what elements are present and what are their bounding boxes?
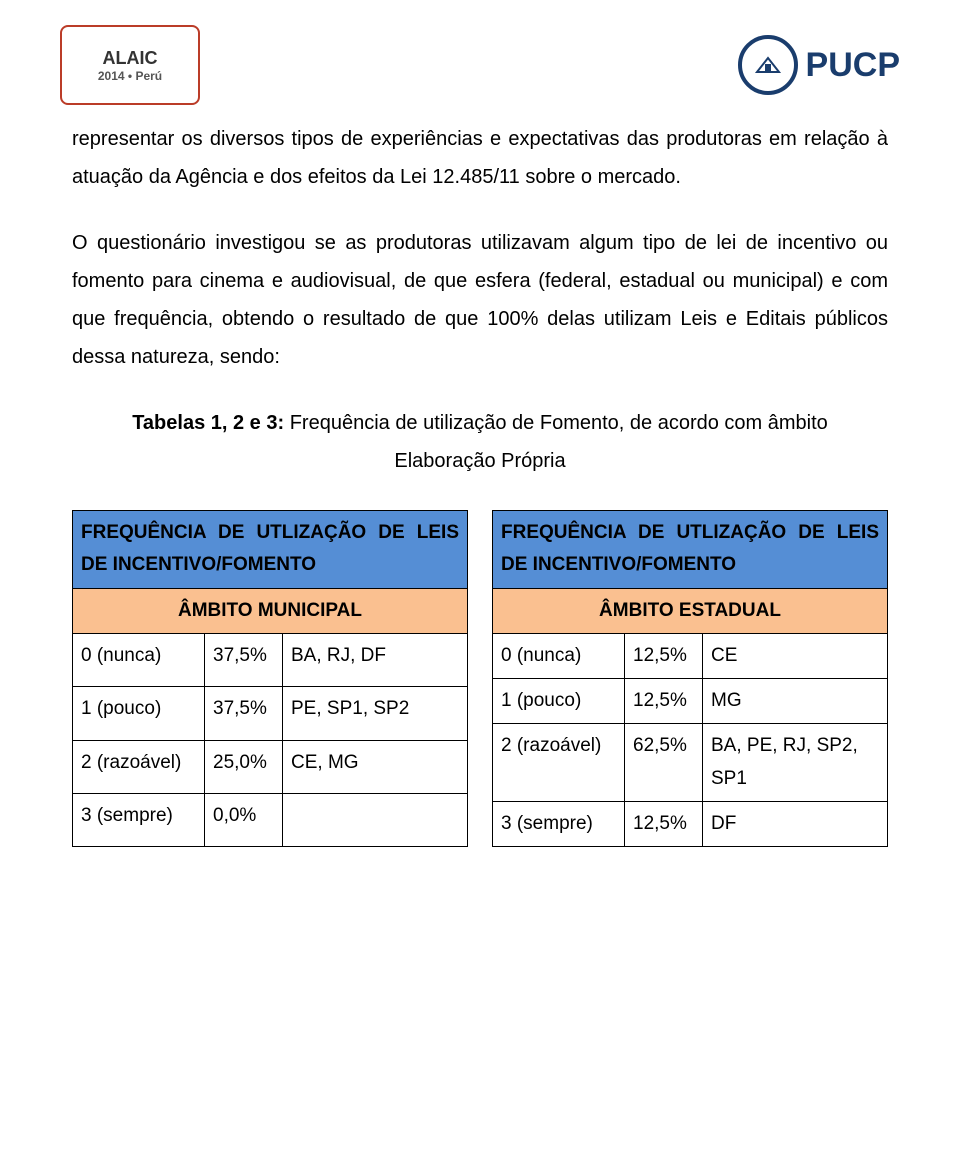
paragraph-2: O questionário investigou se as produtor… — [72, 224, 888, 376]
table-estadual: FREQUÊNCIA DE UTLIZAÇÃO DE LEIS DE INCEN… — [492, 510, 888, 847]
cell-freq: 3 (sempre) — [73, 793, 205, 846]
cell-states: BA, PE, RJ, SP2, SP1 — [703, 724, 888, 802]
cell-freq: 1 (pouco) — [493, 679, 625, 724]
alaic-logo-label: ALAIC — [103, 48, 158, 69]
cell-freq: 2 (razoável) — [73, 740, 205, 793]
table-scope-row: ÂMBITO ESTADUAL — [493, 588, 888, 633]
cell-freq: 0 (nunca) — [493, 633, 625, 678]
alaic-logo-sub: 2014 • Perú — [98, 69, 162, 83]
cell-pct: 62,5% — [625, 724, 703, 802]
table-row: 2 (razoável) 62,5% BA, PE, RJ, SP2, SP1 — [493, 724, 888, 802]
table-municipal: FREQUÊNCIA DE UTLIZAÇÃO DE LEIS DE INCEN… — [72, 510, 468, 847]
cell-states: MG — [703, 679, 888, 724]
cell-pct: 37,5% — [205, 687, 283, 740]
table-row: 3 (sempre) 0,0% — [73, 793, 468, 846]
pucp-logo: PUCP — [738, 35, 900, 95]
cell-states: BA, RJ, DF — [283, 633, 468, 686]
cell-states: DF — [703, 802, 888, 847]
cell-freq: 0 (nunca) — [73, 633, 205, 686]
logo-row: ALAIC 2014 • Perú PUCP — [60, 20, 900, 110]
caption-bold: Tabelas 1, 2 e 3: — [132, 412, 284, 434]
pucp-logo-label: PUCP — [806, 46, 900, 85]
table-row: 1 (pouco) 37,5% PE, SP1, SP2 — [73, 687, 468, 740]
table-row: 0 (nunca) 12,5% CE — [493, 633, 888, 678]
cell-pct: 12,5% — [625, 679, 703, 724]
cell-pct: 25,0% — [205, 740, 283, 793]
tables-row: FREQUÊNCIA DE UTLIZAÇÃO DE LEIS DE INCEN… — [72, 510, 888, 847]
cell-pct: 12,5% — [625, 802, 703, 847]
cell-pct: 12,5% — [625, 633, 703, 678]
table-row: 1 (pouco) 12,5% MG — [493, 679, 888, 724]
table-header-title: FREQUÊNCIA DE UTLIZAÇÃO DE LEIS DE INCEN… — [73, 511, 468, 589]
cell-pct: 0,0% — [205, 793, 283, 846]
cell-freq: 2 (razoável) — [493, 724, 625, 802]
table-header-title: FREQUÊNCIA DE UTLIZAÇÃO DE LEIS DE INCEN… — [493, 511, 888, 589]
table-row: 0 (nunca) 37,5% BA, RJ, DF — [73, 633, 468, 686]
caption-rest: Frequência de utilização de Fomento, de … — [284, 412, 828, 434]
cell-states — [283, 793, 468, 846]
alaic-logo: ALAIC 2014 • Perú — [60, 25, 200, 105]
cell-states: CE — [703, 633, 888, 678]
tables-caption: Tabelas 1, 2 e 3: Frequência de utilizaç… — [72, 404, 888, 480]
table-scope-row: ÂMBITO MUNICIPAL — [73, 588, 468, 633]
cell-pct: 37,5% — [205, 633, 283, 686]
paragraph-1: representar os diversos tipos de experiê… — [72, 120, 888, 196]
cell-freq: 3 (sempre) — [493, 802, 625, 847]
table-row: 3 (sempre) 12,5% DF — [493, 802, 888, 847]
cell-states: CE, MG — [283, 740, 468, 793]
pucp-seal-icon — [738, 35, 798, 95]
cell-freq: 1 (pouco) — [73, 687, 205, 740]
caption-line2: Elaboração Própria — [394, 450, 565, 472]
cell-states: PE, SP1, SP2 — [283, 687, 468, 740]
table-row: 2 (razoável) 25,0% CE, MG — [73, 740, 468, 793]
